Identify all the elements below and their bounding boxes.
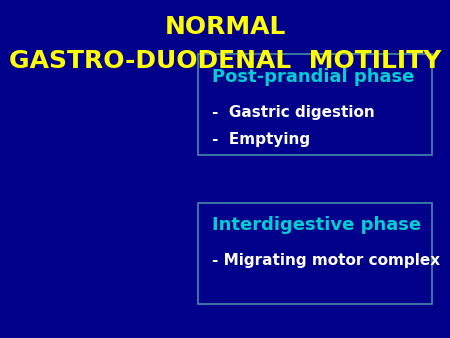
Text: -  Emptying: - Emptying (212, 132, 310, 147)
Text: -  Gastric digestion: - Gastric digestion (212, 105, 374, 120)
FancyBboxPatch shape (198, 203, 432, 304)
Text: Post-prandial phase: Post-prandial phase (212, 68, 414, 86)
Text: Interdigestive phase: Interdigestive phase (212, 216, 421, 234)
FancyBboxPatch shape (198, 54, 432, 155)
Text: NORMAL: NORMAL (164, 15, 286, 39)
Text: - Migrating motor complex: - Migrating motor complex (212, 254, 440, 268)
Text: GASTRO-DUODENAL  MOTILITY: GASTRO-DUODENAL MOTILITY (9, 49, 441, 73)
